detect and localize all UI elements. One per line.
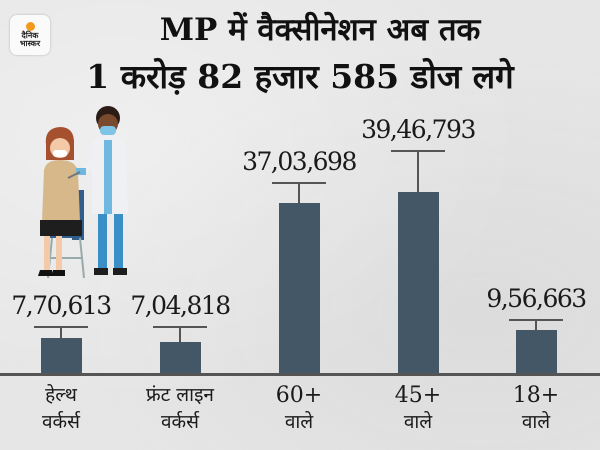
category-label-line: 60+ [275, 383, 323, 408]
logo-text: दैनिक भास्कर [20, 32, 40, 48]
value-label: 9,56,663 [486, 284, 587, 313]
category-label-line: वाले [284, 411, 314, 433]
logo-line2: भास्कर [19, 39, 41, 48]
category-label-line: हेल्थ [45, 384, 77, 406]
bar-2 [279, 203, 320, 374]
bar-3 [398, 192, 439, 374]
error-bar-stem [298, 183, 300, 204]
value-label: 39,46,793 [361, 115, 476, 144]
logo-line1: दैनिक [21, 31, 39, 40]
category-label-line: वर्कर्स [160, 411, 199, 433]
category-label-line: 18+ [512, 383, 560, 408]
value-label: 37,03,698 [242, 147, 357, 177]
error-bar-stem [179, 327, 181, 342]
error-bar-stem [60, 327, 62, 338]
category-label: फ्रंट लाइन वर्कर्स [120, 382, 240, 436]
error-bar-stem [535, 320, 537, 330]
error-bar-cap [391, 150, 445, 152]
category-label: 60+ वाले [239, 382, 359, 436]
error-bar-cap [153, 326, 207, 328]
value-label: 7,04,818 [130, 291, 231, 320]
error-bar-stem [417, 151, 419, 192]
category-label-line: वर्कर्स [41, 411, 80, 433]
sun-icon [25, 22, 35, 31]
bar-4 [516, 330, 557, 374]
vaccination-illustration-icon [38, 106, 128, 279]
category-label-line: फ्रंट लाइन [146, 384, 214, 406]
x-axis-baseline [0, 373, 600, 376]
category-label-line: वाले [521, 411, 551, 433]
chart-title-line2: 1 करोड़ 82 हजार 585 डोज लगे [86, 57, 514, 96]
value-label: 7,70,613 [11, 291, 112, 320]
error-bar-cap [34, 326, 88, 328]
category-label: 18+ वाले [476, 382, 596, 436]
bar-0 [41, 338, 82, 374]
category-label-line: वाले [403, 411, 433, 433]
dainik-bhaskar-logo: दैनिक भास्कर [10, 15, 50, 55]
chart-title-line1: MP में वैक्सीनेशन अब तक [159, 12, 481, 48]
category-label: 45+ वाले [358, 382, 478, 436]
category-label: हेल्थ वर्कर्स [1, 382, 121, 436]
category-label-line: 45+ [394, 383, 442, 408]
error-bar-cap [272, 182, 326, 185]
error-bar-cap [509, 319, 563, 321]
bar-1 [160, 342, 201, 374]
